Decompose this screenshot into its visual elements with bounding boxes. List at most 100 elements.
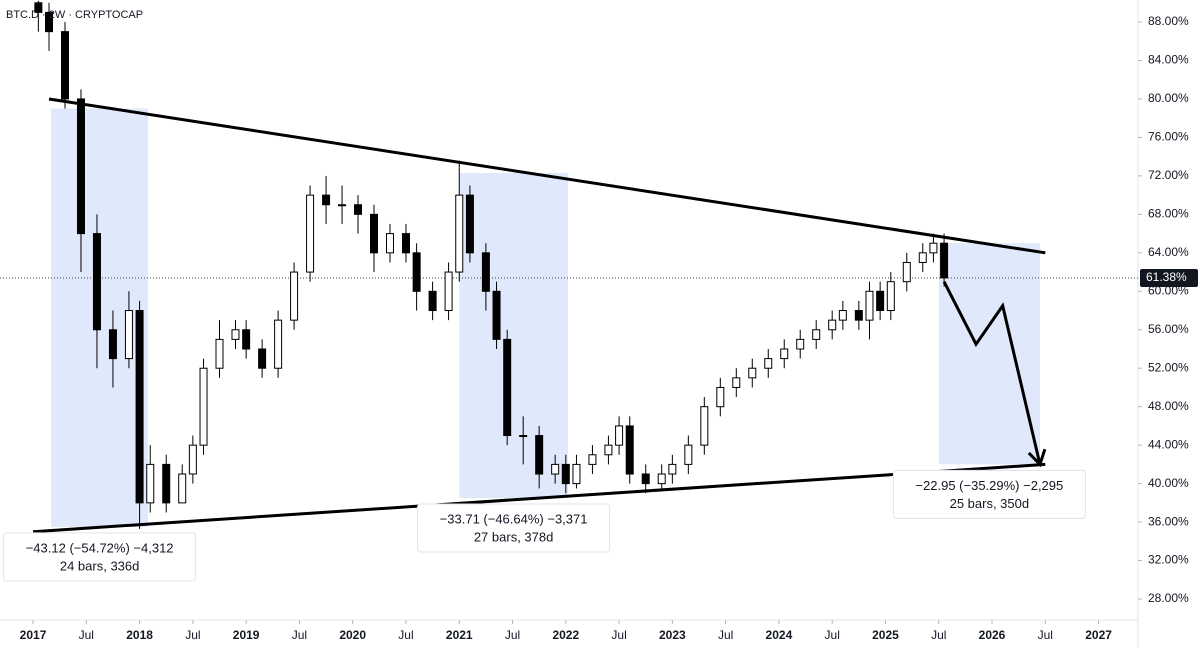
arrow-head xyxy=(1027,448,1047,468)
candle-body xyxy=(812,329,821,340)
candle-body xyxy=(215,338,224,369)
candle-body xyxy=(274,319,283,369)
candle-body xyxy=(700,406,709,446)
measure-label: −33.71 (−46.64%) −3,371 xyxy=(440,511,588,526)
candle-body xyxy=(940,242,949,279)
last-value-badge xyxy=(1140,269,1198,288)
measure-label: −43.12 (−54.72%) −4,312 xyxy=(26,540,174,555)
measure-label: 24 bars, 336d xyxy=(60,558,140,573)
x-tick-label: 2026 xyxy=(979,628,1006,642)
x-tick-label: Jul xyxy=(505,628,520,642)
x-tick-label: Jul xyxy=(931,628,946,642)
candle-body xyxy=(503,338,512,437)
y-tick-label: 64.00% xyxy=(1148,245,1189,259)
x-tick-label: 2018 xyxy=(126,628,153,642)
candle-body xyxy=(657,473,666,485)
y-tick-label: 28.00% xyxy=(1148,591,1189,605)
candle-body xyxy=(716,386,725,408)
candle-body xyxy=(370,213,379,254)
candle-body xyxy=(604,444,613,456)
y-tick-label: 84.00% xyxy=(1148,53,1189,67)
candle-body xyxy=(780,348,789,360)
candle-body xyxy=(428,290,437,312)
candle-body xyxy=(865,290,874,321)
candle-body xyxy=(290,271,299,321)
candle-body xyxy=(162,463,171,504)
x-tick-label: 2021 xyxy=(446,628,473,642)
chart-title: BTC.D · 2W · CRYPTOCAP xyxy=(6,9,143,21)
x-tick-label: 2020 xyxy=(339,628,366,642)
x-tick-label: 2022 xyxy=(552,628,579,642)
y-tick-label: 68.00% xyxy=(1148,207,1189,221)
candle-body xyxy=(886,281,895,312)
candle-body xyxy=(641,473,650,485)
candle-body xyxy=(108,329,117,360)
y-tick-label: 40.00% xyxy=(1148,476,1189,490)
candle-body xyxy=(242,329,251,350)
candle-body xyxy=(876,290,885,312)
candle-body xyxy=(465,194,474,254)
candle-body xyxy=(444,271,453,312)
candle-body xyxy=(306,194,315,273)
y-tick-label: 56.00% xyxy=(1148,322,1189,336)
y-tick-label: 48.00% xyxy=(1148,399,1189,413)
candle-body xyxy=(838,310,847,321)
candle-body xyxy=(492,290,501,340)
x-tick-label: 2017 xyxy=(20,628,47,642)
measure-box xyxy=(892,469,1086,519)
candle-body xyxy=(519,435,528,438)
candle-body xyxy=(902,261,911,283)
candle-body xyxy=(178,473,187,504)
candle-body xyxy=(572,463,581,485)
candle-body xyxy=(412,252,421,292)
candle-body xyxy=(918,252,927,263)
measure-label: −22.95 (−35.29%) −2,295 xyxy=(915,478,1063,493)
candle-body xyxy=(929,242,938,254)
measure-label: 25 bars, 350d xyxy=(950,496,1030,511)
candle-body xyxy=(92,233,101,331)
candle-body xyxy=(764,358,773,369)
trendline xyxy=(48,97,1046,255)
projection-path xyxy=(942,280,1042,465)
candle-body xyxy=(588,454,597,465)
x-tick-label: Jul xyxy=(718,628,733,642)
candle-body xyxy=(258,348,267,369)
candle-body xyxy=(684,444,693,465)
candle-body xyxy=(796,338,805,350)
y-tick-label: 32.00% xyxy=(1148,553,1189,567)
x-tick-label: 2025 xyxy=(872,628,899,642)
candle-body xyxy=(668,463,677,475)
candle-body xyxy=(354,204,363,215)
measure-box xyxy=(3,532,197,582)
x-tick-label: Jul xyxy=(1038,628,1053,642)
x-tick-label: 2019 xyxy=(233,628,260,642)
x-tick-label: Jul xyxy=(185,628,200,642)
x-tick-label: 2023 xyxy=(659,628,686,642)
x-tick-label: Jul xyxy=(398,628,413,642)
candle-body xyxy=(535,435,544,475)
candle-body xyxy=(124,310,133,360)
candle-body xyxy=(854,310,863,321)
candle-body xyxy=(338,204,347,207)
y-tick-label: 76.00% xyxy=(1148,130,1189,144)
y-tick-label: 52.00% xyxy=(1148,360,1189,374)
candle-body xyxy=(231,329,240,340)
candle-body xyxy=(455,194,464,273)
candle-body xyxy=(45,11,54,33)
x-tick-label: 2027 xyxy=(1085,628,1112,642)
candle-body xyxy=(135,310,144,504)
last-value-label: 61.38% xyxy=(1146,270,1187,284)
candle-body xyxy=(732,377,741,388)
candle-body xyxy=(146,463,155,504)
candle-body xyxy=(551,463,560,475)
candle-body xyxy=(625,425,634,475)
x-tick-label: Jul xyxy=(611,628,626,642)
measure-box xyxy=(417,503,611,553)
y-tick-label: 72.00% xyxy=(1148,168,1189,182)
candle-body xyxy=(481,252,490,292)
candle-body xyxy=(322,194,331,206)
candle-body xyxy=(748,367,757,379)
measure-range xyxy=(459,173,568,499)
